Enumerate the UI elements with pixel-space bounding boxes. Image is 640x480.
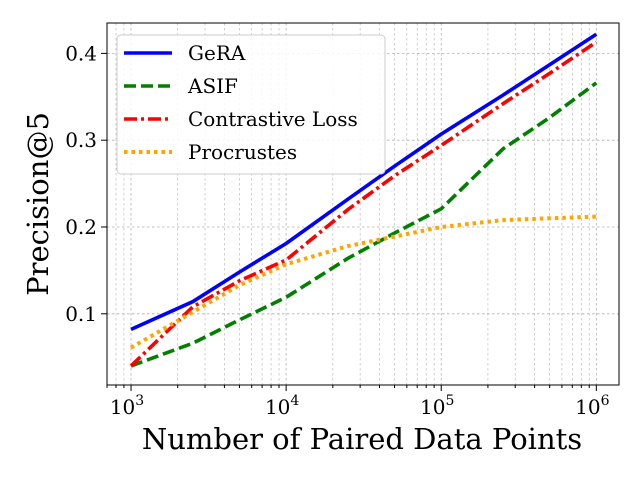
x-tick-label: 103 — [110, 393, 144, 419]
x-axis-label: Number of Paired Data Points — [142, 422, 582, 456]
plot-frame — [106, 22, 620, 386]
series-line-procrustes — [130, 214, 597, 350]
data-series — [129, 32, 598, 368]
legend-label: GeRA — [188, 41, 246, 65]
y-tick-label: 0.3 — [65, 128, 97, 152]
y-tick-label: 0.4 — [65, 41, 97, 65]
legend: GeRA ASIF Contrastive Loss Procrustes — [116, 34, 386, 175]
legend-label: Contrastive Loss — [188, 107, 358, 131]
series-line-asif — [130, 81, 598, 368]
legend-box — [116, 34, 386, 175]
y-axis-label: Precision@5 — [21, 112, 55, 296]
x-tick-label: 104 — [265, 393, 299, 419]
series-line-contrastive-loss — [129, 40, 598, 368]
x-tick-label: 106 — [575, 393, 609, 419]
y-tick-label: 0.2 — [65, 215, 97, 239]
y-tick-label: 0.1 — [65, 302, 97, 326]
axis-ticks: 103 104 105 106 0.1 0.2 0.3 0.4 — [65, 41, 609, 419]
x-tick-label: 105 — [420, 393, 454, 419]
legend-label: ASIF — [187, 74, 238, 98]
legend-label: Procrustes — [188, 140, 297, 164]
series-line-gera — [130, 32, 598, 332]
